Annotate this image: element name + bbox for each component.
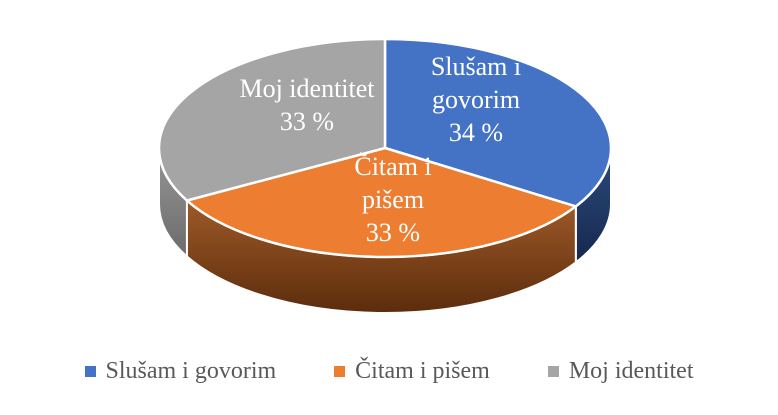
pie-slice-2[interactable] [157,37,387,202]
legend-item-slusam-i-govorim[interactable]: Slušam i govorim [84,358,277,385]
legend-label: Slušam i govorim [105,358,277,384]
legend-swatch-gray-icon [547,366,559,377]
chart-legend: Slušam i govorim Čitam i pišem Moj ident… [0,358,778,385]
legend-swatch-blue-icon [84,366,96,377]
legend-label: Čitam i pišem [355,358,490,384]
legend-swatch-orange-icon [334,366,346,377]
legend-label: Moj identitet [568,358,694,384]
legend-item-citam-i-pisem[interactable]: Čitam i pišem [334,358,490,385]
legend-item-moj-identitet[interactable]: Moj identitet [547,358,694,385]
